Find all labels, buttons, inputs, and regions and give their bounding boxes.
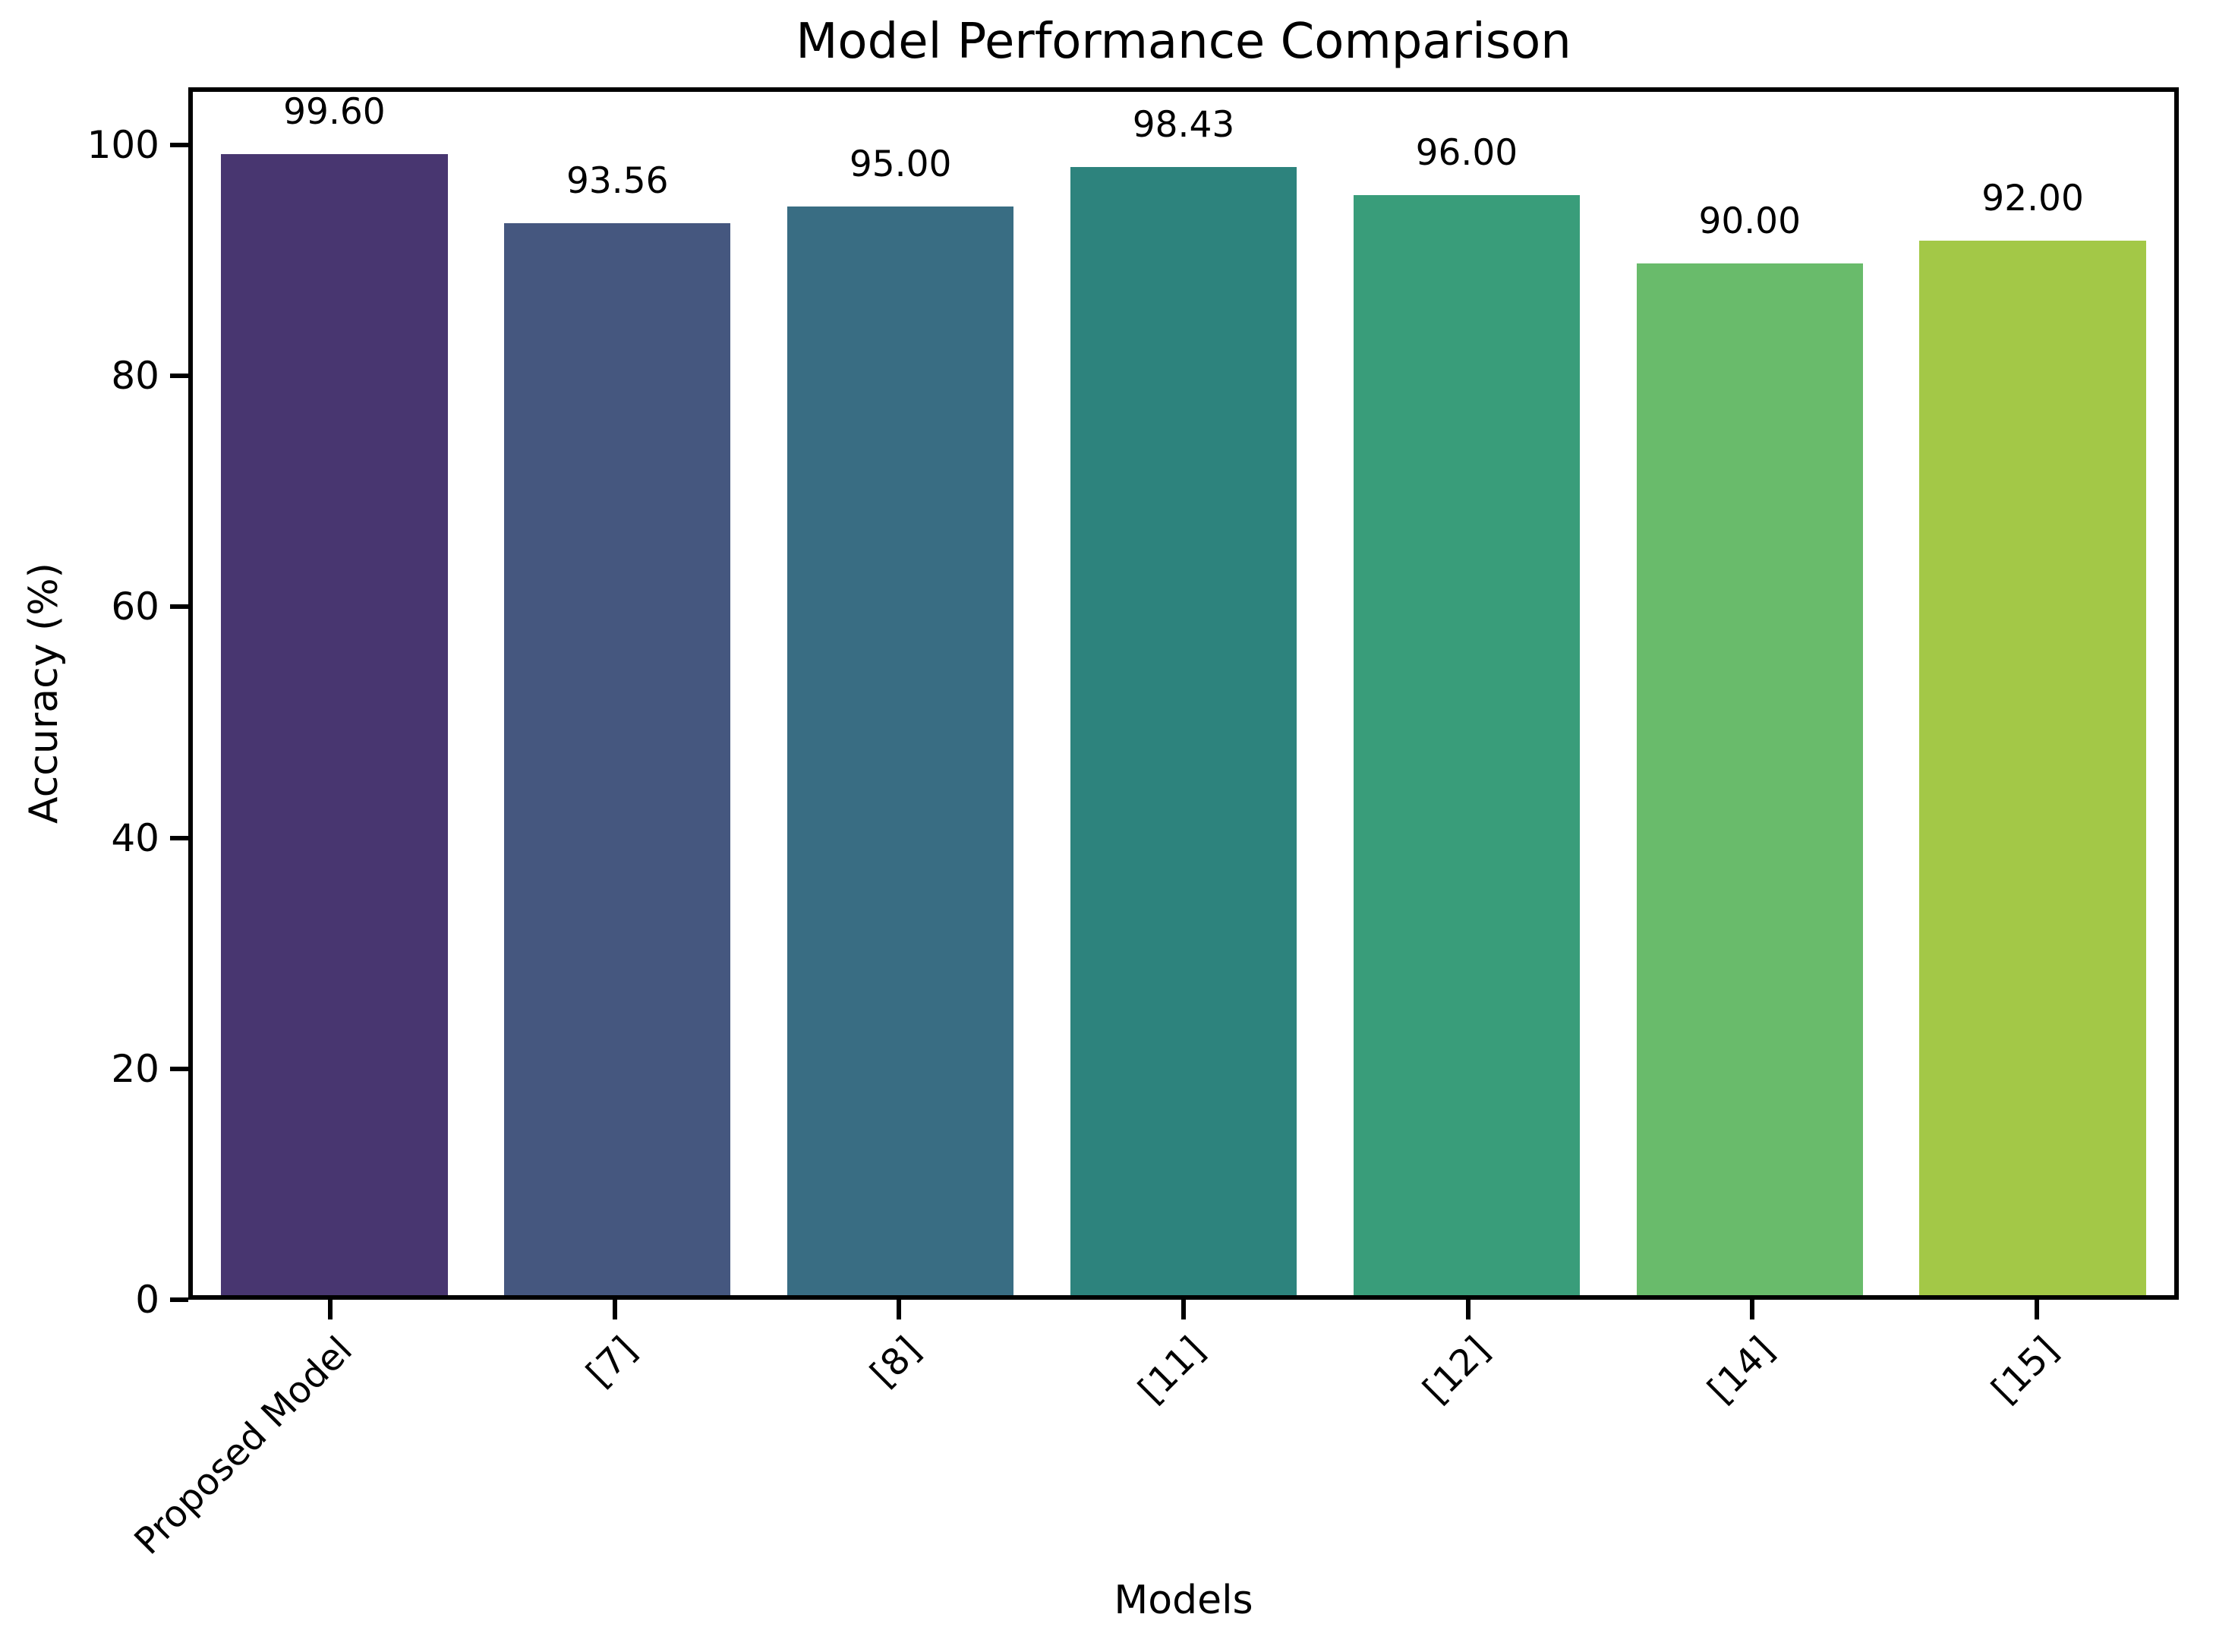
bar <box>787 206 1014 1295</box>
x-tick-label: [11] <box>1130 1329 1214 1412</box>
bar-value-label: 92.00 <box>1981 178 2084 220</box>
bar <box>1636 263 1863 1295</box>
x-axis-label: Models <box>1114 1578 1253 1623</box>
bar-value-label: 96.00 <box>1415 131 1518 174</box>
bars-container: 99.60 93.56 95.00 98.43 96.00 90.00 92.00 <box>193 90 2174 1295</box>
x-tick-label: [15] <box>1984 1329 2067 1412</box>
y-axis: 0 20 40 60 80 100 <box>0 87 188 1322</box>
chart-title: Model Performance Comparison <box>796 14 1571 70</box>
x-tick-mark <box>2034 1300 2039 1319</box>
y-tick-label: 40 <box>111 815 159 860</box>
x-tick-mark <box>897 1300 902 1319</box>
bar <box>1070 167 1297 1295</box>
x-tick-label: [12] <box>1414 1329 1499 1412</box>
bar-slot: 95.00 <box>759 92 1042 1295</box>
bar <box>221 153 448 1295</box>
bar-value-label: 95.00 <box>849 143 952 185</box>
y-tick-label: 80 <box>111 354 159 399</box>
bar <box>504 222 731 1295</box>
x-axis: Proposed Model [7] [8] [11] [12] [14] [15] <box>126 1300 2179 1649</box>
y-tick-mark <box>170 604 188 610</box>
y-tick-mark <box>170 1297 188 1302</box>
bar-slot: 92.00 <box>1891 92 2174 1295</box>
y-tick-mark <box>170 835 188 840</box>
bar <box>1353 194 1580 1295</box>
bar-slot: 99.60 <box>193 90 476 1295</box>
bar-slot: 96.00 <box>1325 92 1608 1295</box>
y-tick-mark <box>170 374 188 379</box>
bar <box>1919 241 2146 1295</box>
y-tick-label: 20 <box>111 1046 159 1091</box>
bar-slot: 93.56 <box>476 92 759 1295</box>
bar-slot: 98.43 <box>1042 92 1326 1295</box>
y-tick-label: 0 <box>135 1278 159 1322</box>
bar-value-label: 98.43 <box>1132 104 1235 147</box>
bar-value-label: 90.00 <box>1698 200 1801 243</box>
bar-value-label: 99.60 <box>283 90 386 133</box>
x-tick-mark <box>328 1300 333 1319</box>
x-tick-label: [14] <box>1699 1329 1783 1412</box>
plot-area: 99.60 93.56 95.00 98.43 96.00 90.00 92.00 <box>188 87 2179 1300</box>
bar-slot: 90.00 <box>1608 92 1891 1295</box>
y-tick-label: 100 <box>87 123 159 168</box>
x-tick-mark <box>612 1300 617 1319</box>
x-tick-mark <box>1181 1300 1186 1319</box>
x-tick-label: [8] <box>862 1329 930 1395</box>
x-tick-mark <box>1750 1300 1755 1319</box>
y-tick-label: 60 <box>111 585 159 629</box>
x-tick-label: [7] <box>578 1329 645 1395</box>
y-tick-mark <box>170 143 188 148</box>
x-tick-label: Proposed Model <box>126 1329 361 1563</box>
x-tick-mark <box>1465 1300 1471 1319</box>
bar-value-label: 93.56 <box>566 159 669 202</box>
y-tick-mark <box>170 1066 188 1071</box>
